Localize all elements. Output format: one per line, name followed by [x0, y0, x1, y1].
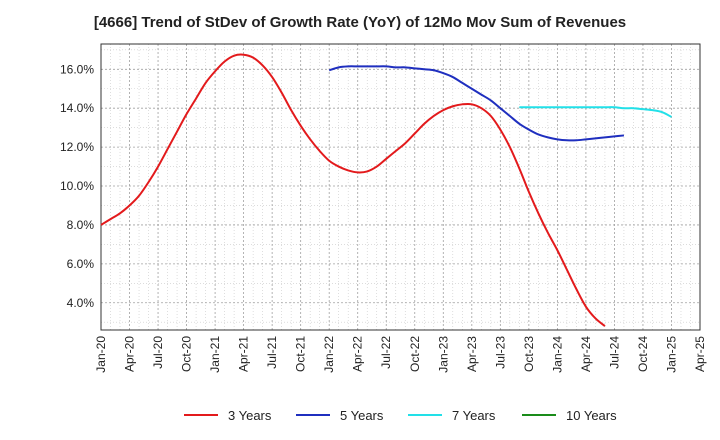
x-tick-label: Oct-20: [180, 336, 194, 372]
x-tick-label: Oct-21: [294, 336, 308, 372]
legend-swatch-5-years: [296, 414, 330, 416]
x-tick-label: Jan-24: [550, 336, 564, 373]
legend-item-10-years: 10 Years: [522, 404, 617, 426]
x-tick-label: Oct-22: [408, 336, 422, 372]
plot-frame: [100, 43, 701, 331]
grid: [101, 44, 700, 330]
x-tick-label: Oct-23: [522, 336, 536, 372]
y-tick-label: 10.0%: [60, 179, 94, 193]
x-tick-label: Apr-22: [351, 336, 365, 372]
x-tick-label: Jul-23: [493, 336, 507, 369]
series-line-5-years: [328, 65, 625, 142]
legend-item-5-years: 5 Years: [296, 404, 383, 426]
series-line-3-years: [100, 53, 606, 327]
y-tick-label: 6.0%: [67, 257, 95, 271]
y-tick-label: 16.0%: [60, 62, 94, 76]
legend-label-5-years: 5 Years: [340, 407, 384, 423]
legend-swatch-7-years: [408, 414, 442, 416]
y-tick-labels: 4.0% 6.0% 8.0% 10.0% 12.0% 14.0% 16.0%: [60, 62, 94, 309]
x-tick-label: Jan-22: [322, 336, 336, 373]
legend-swatch-3-years: [184, 414, 218, 416]
x-tick-label: Jan-25: [664, 336, 678, 373]
legend-item-3-years: 3 Years: [184, 404, 271, 426]
x-tick-label: Apr-20: [123, 336, 137, 372]
legend-item-7-years: 7 Years: [408, 404, 495, 426]
x-tick-label: Oct-24: [636, 336, 650, 372]
y-tick-label: 4.0%: [67, 296, 95, 310]
x-tick-label: Jul-21: [265, 336, 279, 369]
legend-label-10-years: 10 Years: [566, 407, 617, 423]
y-tick-label: 12.0%: [60, 140, 94, 154]
series-line-7-years: [519, 106, 672, 118]
x-tick-label: Jan-20: [94, 336, 108, 373]
axes: [100, 43, 701, 331]
legend-label-3-years: 3 Years: [228, 407, 272, 423]
x-tick-label: Jul-24: [607, 336, 621, 369]
x-tick-labels: Jan-20 Apr-20 Jul-20 Oct-20 Jan-21 Apr-21 Jul-…: [94, 336, 707, 373]
chart-title: [4666] Trend of StDev of Growth Rate (Yo…: [93, 14, 627, 31]
series-lines: [100, 53, 672, 327]
legend: 3 Years 5 Years 7 Years 10 Years: [0, 404, 720, 426]
x-tick-label: Apr-23: [465, 336, 479, 372]
x-tick-label: Apr-24: [579, 336, 593, 372]
y-tick-label: 8.0%: [67, 218, 95, 232]
x-tick-label: Apr-21: [237, 336, 251, 372]
x-tick-label: Jan-21: [208, 336, 222, 373]
legend-swatch-10-years: [522, 414, 556, 416]
x-tick-label: Apr-25: [693, 336, 707, 372]
x-tick-label: Jan-23: [436, 336, 450, 373]
x-tick-label: Jul-20: [151, 336, 165, 369]
x-tick-label: Jul-22: [379, 336, 393, 369]
legend-label-7-years: 7 Years: [452, 407, 496, 423]
y-tick-label: 14.0%: [60, 101, 94, 115]
